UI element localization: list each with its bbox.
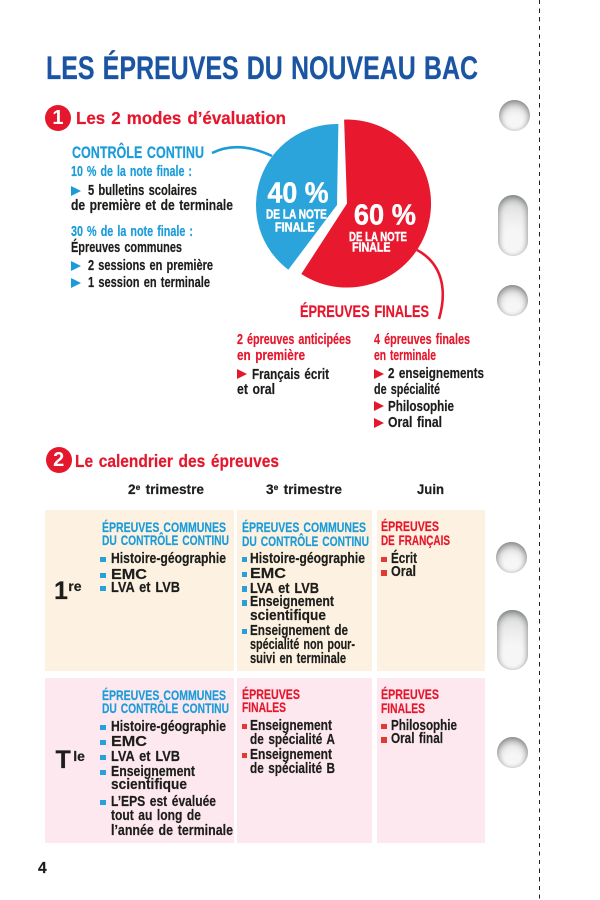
svg-text:FINALE: FINALE xyxy=(352,239,390,254)
svg-text:DE LA NOTE: DE LA NOTE xyxy=(266,207,327,222)
svg-text:40 %: 40 % xyxy=(268,177,329,209)
svg-text:DE LA NOTE: DE LA NOTE xyxy=(349,231,407,245)
svg-text:60 %: 60 % xyxy=(354,199,416,231)
svg-text:FINALE: FINALE xyxy=(275,220,315,235)
